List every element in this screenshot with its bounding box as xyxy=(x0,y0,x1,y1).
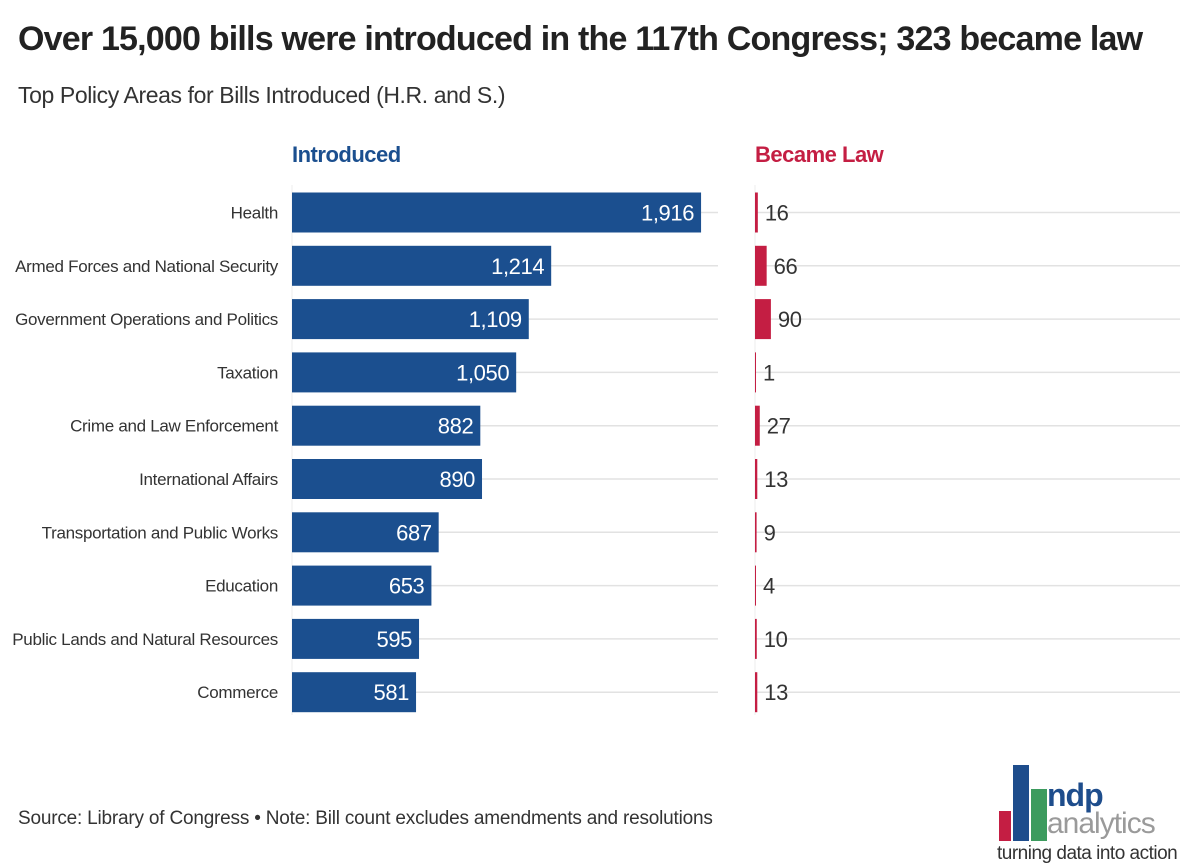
became-law-bar xyxy=(755,299,771,340)
became-law-value-label: 10 xyxy=(764,627,788,652)
introduced-value-label: 1,916 xyxy=(641,201,694,226)
introduced-value-label: 581 xyxy=(374,680,410,705)
category-label: Health xyxy=(231,204,278,223)
ndp-analytics-logo: ndp analytics turning data into action xyxy=(995,765,1195,863)
introduced-bar xyxy=(292,672,417,713)
category-label: International Affairs xyxy=(139,470,278,489)
logo-bar-blue xyxy=(1013,765,1029,841)
introduced-value-label: 1,214 xyxy=(491,254,544,279)
became-law-value-label: 9 xyxy=(764,520,776,545)
logo-bar-red xyxy=(999,811,1011,841)
category-label: Government Operations and Politics xyxy=(15,310,278,329)
chart-title: Over 15,000 bills were introduced in the… xyxy=(18,20,1143,58)
introduced-value-label: 687 xyxy=(396,520,432,545)
introduced-panel-header: Introduced xyxy=(292,142,401,167)
became-law-bar xyxy=(755,672,758,713)
became-law-bar xyxy=(755,459,758,499)
became-law-bar xyxy=(755,512,757,553)
became-law-value-label: 13 xyxy=(764,467,788,492)
source-note: Source: Library of Congress • Note: Bill… xyxy=(18,808,713,829)
category-label: Transportation and Public Works xyxy=(42,523,278,542)
introduced-bar xyxy=(292,512,439,553)
logo-tagline: turning data into action xyxy=(997,843,1178,864)
category-label: Commerce xyxy=(197,683,278,702)
introduced-bar xyxy=(292,459,483,499)
became-law-bar xyxy=(755,405,760,446)
became-law-value-label: 90 xyxy=(778,307,802,332)
introduced-bar xyxy=(292,405,481,446)
category-label: Taxation xyxy=(217,363,278,382)
chart-subtitle: Top Policy Areas for Bills Introduced (H… xyxy=(18,82,506,108)
category-label: Crime and Law Enforcement xyxy=(70,417,279,436)
became-law-value-label: 4 xyxy=(763,574,775,599)
became-law-bar xyxy=(755,618,757,659)
became-law-bar xyxy=(755,565,756,606)
became-law-bar xyxy=(755,245,767,286)
became-law-value-label: 1 xyxy=(763,360,775,385)
introduced-value-label: 882 xyxy=(438,414,474,439)
category-label: Education xyxy=(205,577,278,596)
introduced-value-label: 653 xyxy=(389,574,425,599)
became-law-value-label: 16 xyxy=(765,201,789,226)
introduced-bar xyxy=(292,245,552,286)
introduced-bar xyxy=(292,618,420,659)
introduced-bar xyxy=(292,299,529,340)
category-label: Armed Forces and National Security xyxy=(15,257,279,276)
logo-bar-green xyxy=(1031,789,1047,841)
logo-name-bottom: analytics xyxy=(1047,807,1156,840)
logo-name-top: ndp xyxy=(1047,777,1104,813)
became-law-panel-header: Became Law xyxy=(755,142,885,167)
became-law-value-label: 66 xyxy=(774,254,798,279)
introduced-bar xyxy=(292,192,702,233)
introduced-value-label: 1,109 xyxy=(469,307,522,332)
became-law-bar xyxy=(755,352,756,393)
introduced-bar xyxy=(292,565,432,606)
bar-chart: Introduced Became Law Health 1,916 16 Armed F… xyxy=(12,142,1180,715)
introduced-value-label: 1,050 xyxy=(456,360,509,385)
became-law-bar xyxy=(755,192,758,233)
became-law-value-label: 13 xyxy=(764,680,788,705)
category-label: Public Lands and Natural Resources xyxy=(12,630,278,649)
introduced-value-label: 595 xyxy=(377,627,413,652)
became-law-value-label: 27 xyxy=(767,414,791,439)
introduced-bar xyxy=(292,352,517,393)
introduced-value-label: 890 xyxy=(439,467,475,492)
